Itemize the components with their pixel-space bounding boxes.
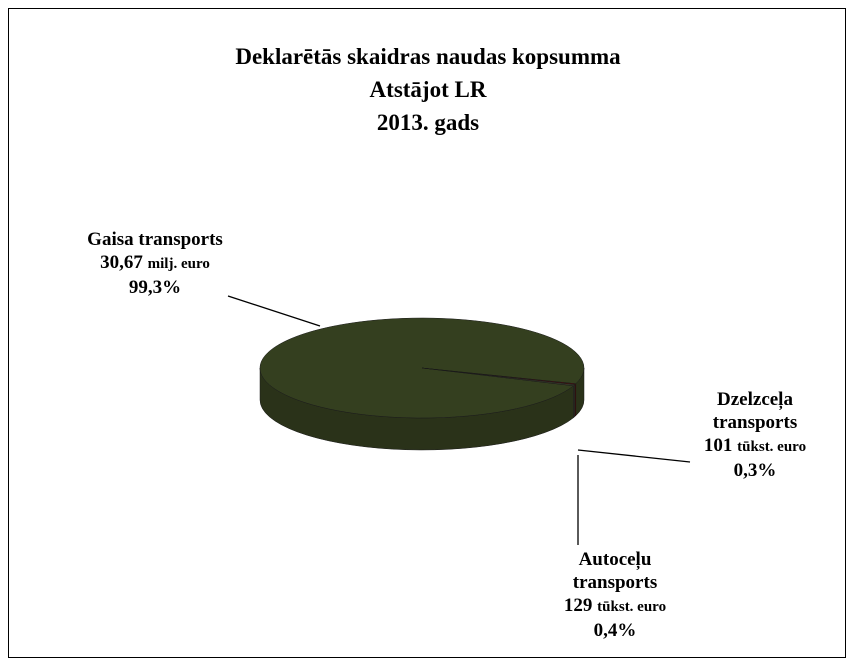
value-label: 99,3%: [128, 277, 182, 298]
data-label: Dzelzceļa transports 101 tūkst. euro 0,3%: [680, 388, 830, 482]
data-label: Autoceļu transports 129 tūkst. euro 0,4%: [535, 548, 695, 642]
value-label: 0,4%: [593, 620, 637, 641]
amount-unit: tūkst. euro: [597, 599, 667, 615]
chart-title: Atstājot LR: [369, 77, 487, 102]
amount-label: 129: [563, 595, 593, 616]
value-label: 0,3%: [733, 460, 777, 481]
amount-line: 101 tūkst. euro: [680, 434, 830, 459]
leader-line: [227, 295, 321, 327]
amount-unit: milj. euro: [147, 256, 210, 272]
leader-line: [577, 449, 691, 463]
amount-line: 129 tūkst. euro: [535, 594, 695, 619]
category-label: Autoceļu transports: [572, 549, 658, 593]
amount-unit: tūkst. euro: [737, 439, 807, 455]
amount-label: 30,67: [100, 252, 143, 273]
data-label: Gaisa transports 30,67 milj. euro 99,3%: [80, 228, 230, 299]
amount-line: 30,67 milj. euro: [80, 251, 230, 276]
chart-frame: [8, 8, 846, 658]
chart-title: Deklarētās skaidras naudas kopsumma: [235, 44, 621, 69]
pie-slice-side: [573, 384, 576, 419]
amount-label: 101: [703, 435, 733, 456]
category-label: Dzelzceļa transports: [712, 389, 798, 433]
chart-title: 2013. gads: [376, 110, 480, 135]
pie-slice: [421, 367, 576, 387]
category-label: Gaisa transports: [87, 229, 223, 250]
